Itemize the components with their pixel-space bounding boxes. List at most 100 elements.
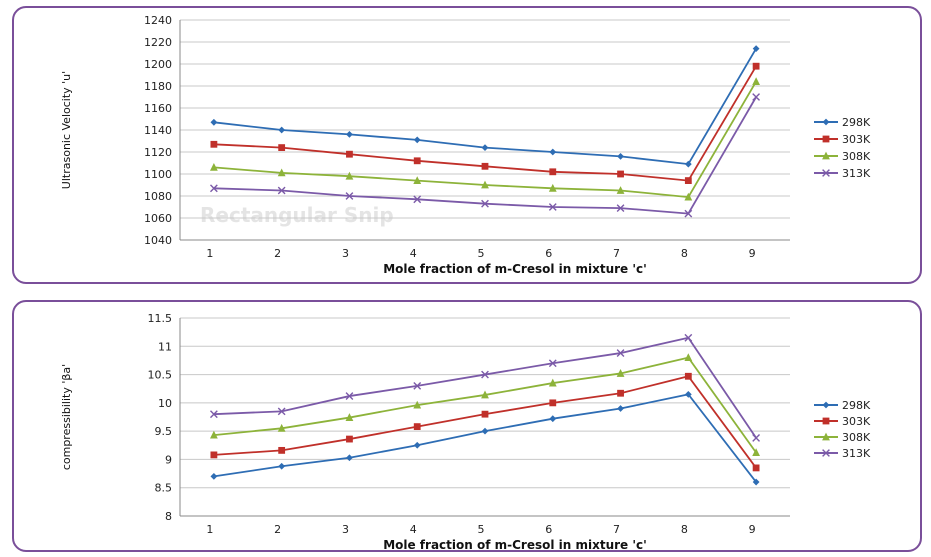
velocity-legend-label-298K: 298K [842, 116, 871, 129]
compressibility-point-313K [345, 392, 354, 400]
compressibility-point-298K [684, 390, 692, 398]
velocity-point-313K [684, 209, 693, 218]
compressibility-point-303K [278, 446, 286, 454]
compressibility-point-308K [345, 413, 354, 421]
velocity-point-313K [413, 195, 422, 204]
compressibility-point-298K [278, 462, 286, 470]
velocity-point-298K [278, 126, 286, 134]
compressibility-point-308K [684, 353, 693, 361]
velocity-point-298K [346, 131, 353, 138]
velocity-x-axis-title: Mole fraction of m-Cresol in mixture 'c' [383, 262, 647, 276]
compressibility-point-303K [549, 399, 557, 407]
compressibility-point-298K [549, 415, 557, 423]
compressibility-point-308K [277, 423, 286, 432]
velocity-point-308K [616, 186, 625, 194]
compressibility-point-303K [684, 372, 692, 380]
velocity-point-303K [549, 168, 557, 176]
velocity-y-tick-label: 1240 [144, 14, 172, 27]
compressibility-y-tick-label: 9 [165, 453, 172, 466]
velocity-point-313K [209, 184, 218, 193]
compressibility-point-308K [209, 430, 218, 439]
compressibility-legend-label-303K: 303K [842, 415, 871, 428]
compressibility-x-tick-label: 6 [545, 523, 552, 536]
velocity-y-tick-label: 1100 [144, 168, 172, 181]
compressibility-point-313K [413, 381, 422, 390]
compressibility-x-tick-label: 8 [681, 523, 688, 536]
compressibility-point-313K [616, 349, 625, 357]
velocity-point-303K [481, 162, 489, 170]
velocity-point-303K [413, 157, 421, 165]
compressibility-point-303K [346, 435, 353, 443]
velocity-y-tick-label: 1040 [144, 234, 172, 247]
velocity-point-303K [210, 140, 218, 148]
velocity-point-313K [277, 186, 286, 195]
compressibility-point-313K [548, 359, 557, 368]
velocity-point-298K [481, 144, 489, 151]
compressibility-y-tick-label: 11 [158, 340, 172, 353]
velocity-legend-label-313K: 313K [842, 167, 871, 180]
velocity-point-308K [277, 168, 286, 177]
velocity-y-tick-label: 1140 [144, 124, 172, 137]
compressibility-point-308K [413, 400, 422, 409]
velocity-point-303K [684, 177, 692, 184]
compressibility-point-308K [616, 369, 625, 377]
velocity-x-tick-label: 9 [749, 247, 756, 260]
velocity-point-308K [684, 192, 693, 201]
compressibility-x-tick-label: 1 [206, 523, 213, 536]
velocity-point-308K [413, 176, 422, 184]
velocity-x-tick-label: 8 [681, 247, 688, 260]
compressibility-series-line-308K [213, 356, 757, 454]
velocity-point-298K [617, 153, 624, 160]
compressibility-y-tick-label: 10.5 [148, 369, 173, 382]
velocity-y-tick-label: 1160 [144, 102, 172, 115]
velocity-x-tick-label: 5 [478, 247, 485, 260]
compressibility-point-303K [752, 464, 760, 472]
compressibility-x-tick-label: 5 [478, 523, 485, 536]
compressibility-y-tick-label: 8 [165, 510, 172, 523]
compressibility-legend-label-308K: 308K [842, 431, 871, 444]
compressibility-point-313K [481, 370, 489, 379]
velocity-x-tick-label: 2 [274, 247, 281, 260]
velocity-point-298K [684, 160, 692, 168]
compressibility-point-313K [684, 333, 693, 342]
velocity-point-313K [481, 199, 489, 208]
compressibility-point-303K [481, 410, 489, 418]
compressibility-x-tick-label: 2 [274, 523, 281, 536]
velocity-legend-marker-303K [822, 135, 830, 143]
compressibility-point-308K [752, 448, 761, 457]
compressibility-x-tick-label: 9 [749, 523, 756, 536]
compressibility-point-298K [752, 478, 760, 486]
compressibility-series-line-313K [213, 336, 757, 439]
compressibility-x-tick-label: 4 [410, 523, 417, 536]
compressibility-legend-label-298K: 298K [842, 399, 871, 412]
compressibility-legend-marker-308K [822, 432, 830, 441]
velocity-legend-marker-298K [822, 118, 830, 126]
velocity-point-303K [346, 150, 353, 158]
velocity-y-tick-label: 1120 [144, 146, 172, 159]
velocity-point-313K [752, 93, 761, 101]
velocity-point-313K [616, 204, 625, 212]
velocity-y-tick-label: 1200 [144, 58, 172, 71]
velocity-legend-marker-313K [822, 169, 830, 177]
watermark-text: Rectangular Snip [200, 203, 394, 227]
velocity-point-298K [210, 118, 218, 126]
compressibility-series-line-303K [213, 375, 757, 469]
velocity-x-tick-label: 1 [206, 247, 213, 260]
velocity-point-298K [413, 136, 421, 144]
velocity-y-tick-label: 1080 [144, 190, 172, 203]
velocity-x-tick-label: 6 [545, 247, 552, 260]
velocity-legend-label-308K: 308K [842, 150, 871, 163]
compressibility-legend-marker-313K [822, 449, 830, 457]
compressibility-point-298K [617, 405, 624, 412]
velocity-point-313K [548, 203, 557, 211]
compressibility-legend-marker-298K [822, 401, 830, 409]
compressibility-point-313K [752, 434, 761, 442]
compressibility-point-298K [346, 454, 353, 462]
compressibility-point-303K [210, 451, 218, 459]
compressibility-point-303K [413, 423, 421, 431]
compressibility-y-tick-label: 11.5 [148, 312, 173, 325]
compressibility-y-tick-label: 10 [158, 397, 172, 410]
velocity-legend-label-303K: 303K [842, 133, 871, 146]
velocity-y-tick-label: 1220 [144, 36, 172, 49]
